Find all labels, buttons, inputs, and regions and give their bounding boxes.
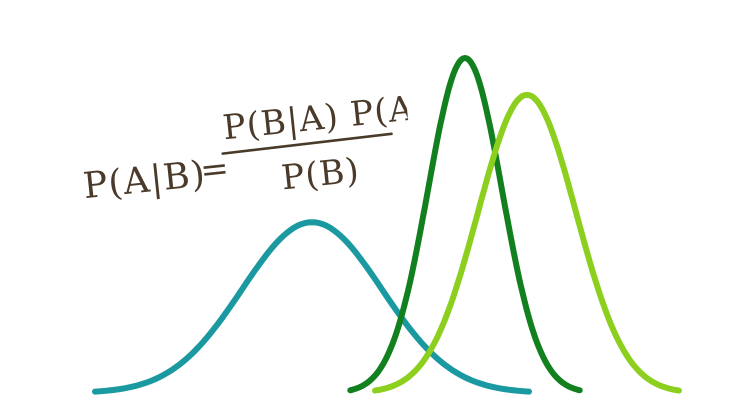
curve-likelihood [372, 91, 682, 394]
equation-lhs: P(A|B) [81, 154, 208, 208]
distribution-curves [92, 55, 682, 395]
fraction-bar [221, 132, 393, 155]
equation-numerator: P(B|A) P(A) [221, 87, 418, 148]
equation-denominator: P(B) [279, 150, 361, 198]
curve-prior [92, 219, 532, 395]
bayes-equation: P(A|B) = P(B|A) P(A) P(B) [81, 87, 418, 208]
equation-equals: = [198, 148, 231, 191]
curve-posterior [347, 55, 583, 394]
